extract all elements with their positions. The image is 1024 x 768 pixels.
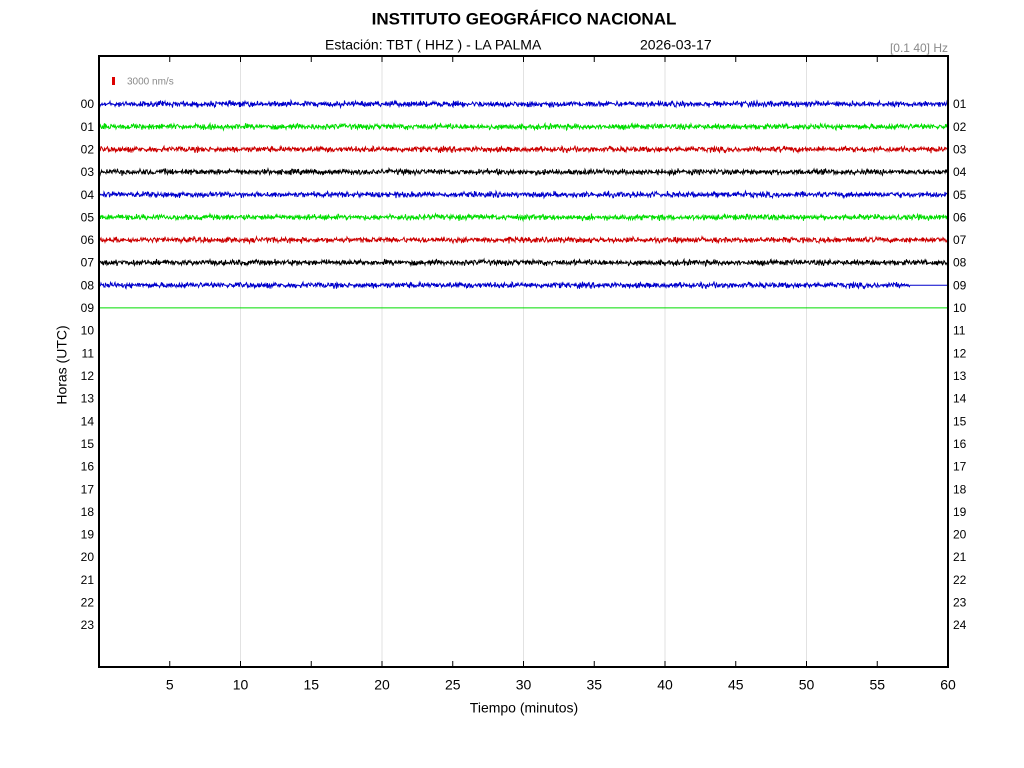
y-tick-label: 13 [81,392,95,406]
x-tick-label: 25 [445,677,461,693]
y-tick-label: 16 [81,460,95,474]
y-tick-label-right: 01 [953,97,967,111]
trace [98,166,949,177]
y-axis-label: Horas (UTC) [54,325,70,404]
y-tick-label-right: 13 [953,369,967,383]
y-tick-label-right: 20 [953,528,967,542]
x-tick-label: 55 [869,677,885,693]
x-tick-label: 5 [166,677,174,693]
y-tick-label-right: 09 [953,278,967,292]
trace [98,98,949,110]
y-tick-label: 02 [81,142,95,156]
date: 2026-03-17 [640,37,712,53]
y-tick-label-right: 14 [953,392,967,406]
x-axis-label: Tiempo (minutos) [470,700,578,716]
y-tick-label: 03 [81,165,95,179]
x-tick-label: 10 [233,677,249,693]
plot-frame [98,55,949,668]
y-tick-label: 01 [81,120,95,134]
x-tick-label: 35 [586,677,602,693]
y-tick-label: 04 [81,188,95,202]
y-tick-label: 10 [81,324,95,338]
y-tick-label-right: 02 [953,120,967,134]
y-tick-label-right: 06 [953,210,967,224]
y-tick-label-right: 11 [953,324,966,338]
y-tick-label: 22 [81,596,95,610]
y-tick-label: 20 [81,550,95,564]
trace [98,121,949,132]
y-tick-label-right: 18 [953,482,967,496]
y-tick-label-right: 22 [953,573,967,587]
x-tick-label: 15 [303,677,319,693]
y-tick-label-right: 12 [953,346,967,360]
y-tick-label-right: 08 [953,256,967,270]
y-tick-label: 07 [81,256,95,270]
y-tick-label-right: 19 [953,505,967,519]
trace [98,234,949,245]
filter: [0.1 40] Hz [890,41,948,55]
x-tick-label: 45 [728,677,744,693]
x-tick-label: 60 [940,677,956,693]
y-tick-label-right: 05 [953,188,967,202]
y-tick-label: 15 [81,437,95,451]
trace [98,257,949,268]
y-tick-label: 19 [81,528,95,542]
y-tick-label-right: 23 [953,596,967,610]
y-tick-label-right: 15 [953,414,967,428]
y-tick-label: 12 [81,369,95,383]
y-tick-label: 00 [81,97,95,111]
trace [98,144,949,155]
y-tick-label: 14 [81,414,95,428]
y-tick-label: 09 [81,301,95,315]
scale-bar [112,77,115,85]
y-tick-label-right: 04 [953,165,967,179]
chart-title: INSTITUTO GEOGRÁFICO NACIONAL [372,9,677,28]
y-tick-label-right: 21 [953,550,967,564]
y-tick-label-right: 07 [953,233,967,247]
scale-label: 3000 nm/s [127,77,174,88]
y-tick-label: 08 [81,278,95,292]
trace [98,189,949,200]
y-tick-label-right: 10 [953,301,967,315]
x-tick-label: 40 [657,677,673,693]
x-tick-label: 50 [799,677,815,693]
y-tick-label-right: 03 [953,142,967,156]
y-tick-label: 21 [81,573,95,587]
y-tick-label: 11 [82,346,95,360]
trace [98,212,949,223]
y-tick-label: 17 [81,482,95,496]
x-tick-label: 20 [374,677,390,693]
y-tick-label: 05 [81,210,95,224]
station: Estación: TBT ( HHZ ) - LA PALMA [325,37,542,53]
y-tick-label: 06 [81,233,95,247]
y-tick-label: 23 [81,618,95,632]
trace [98,280,911,290]
y-tick-label-right: 24 [953,618,967,632]
y-tick-label-right: 16 [953,437,967,451]
y-tick-label-right: 17 [953,460,967,474]
y-tick-label: 18 [81,505,95,519]
x-tick-label: 30 [516,677,532,693]
